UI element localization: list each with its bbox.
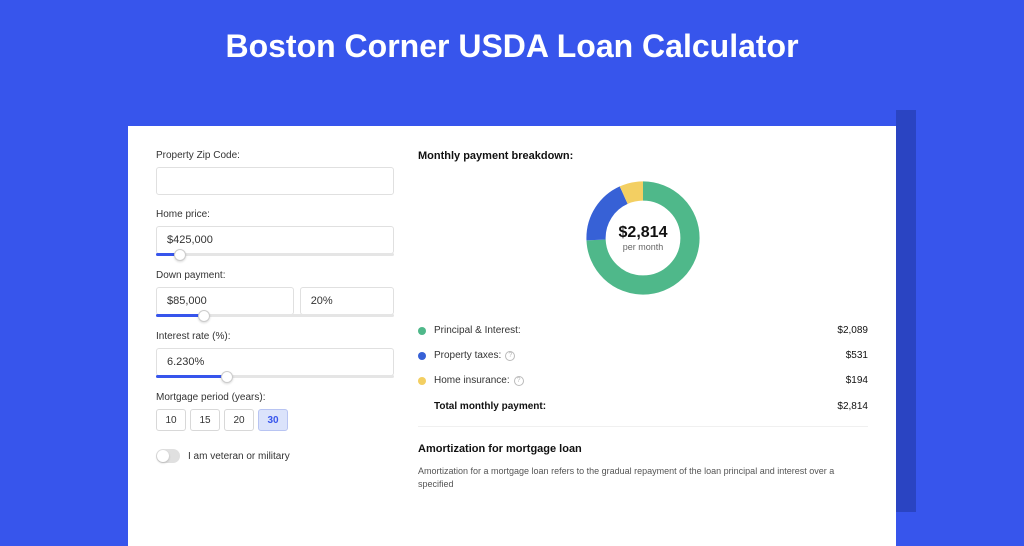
info-icon[interactable]: ? — [505, 351, 515, 361]
total-label: Total monthly payment: — [434, 401, 837, 412]
home-price-field: Home price: — [156, 209, 394, 256]
period-btn-20[interactable]: 20 — [224, 409, 254, 431]
legend-label: Principal & Interest: — [434, 325, 837, 336]
legend-row: Property taxes:?$531 — [418, 343, 868, 368]
total-row: Total monthly payment: $2,814 — [418, 393, 868, 427]
legend-row: Home insurance:?$194 — [418, 368, 868, 393]
down-payment-label: Down payment: — [156, 270, 394, 281]
home-price-slider[interactable] — [156, 253, 394, 256]
veteran-row: I am veteran or military — [156, 449, 394, 463]
zip-input[interactable] — [156, 167, 394, 195]
page-title: Boston Corner USDA Loan Calculator — [0, 0, 1024, 89]
period-label: Mortgage period (years): — [156, 392, 394, 403]
donut-sublabel: per month — [623, 242, 664, 252]
veteran-label: I am veteran or military — [188, 451, 290, 462]
interest-slider-thumb[interactable] — [221, 371, 233, 383]
period-btn-15[interactable]: 15 — [190, 409, 220, 431]
amortization-title: Amortization for mortgage loan — [418, 443, 868, 455]
donut-value: $2,814 — [619, 224, 668, 242]
zip-field: Property Zip Code: — [156, 150, 394, 195]
amortization-text: Amortization for a mortgage loan refers … — [418, 465, 868, 490]
home-price-slider-thumb[interactable] — [174, 249, 186, 261]
interest-slider[interactable] — [156, 375, 394, 378]
veteran-toggle[interactable] — [156, 449, 180, 463]
legend-dot — [418, 327, 426, 335]
legend-value: $194 — [846, 375, 868, 386]
legend-dot — [418, 352, 426, 360]
calculator-card: Property Zip Code: Home price: Down paym… — [128, 126, 896, 546]
period-btn-30[interactable]: 30 — [258, 409, 288, 431]
breakdown-column: Monthly payment breakdown: $2,814 per mo… — [418, 150, 868, 522]
down-payment-slider-thumb[interactable] — [198, 310, 210, 322]
info-icon[interactable]: ? — [514, 376, 524, 386]
interest-field: Interest rate (%): — [156, 331, 394, 378]
donut-chart: $2,814 per month — [418, 176, 868, 300]
zip-label: Property Zip Code: — [156, 150, 394, 161]
legend-value: $2,089 — [837, 325, 868, 336]
down-payment-field: Down payment: — [156, 270, 394, 317]
form-column: Property Zip Code: Home price: Down paym… — [156, 150, 394, 522]
home-price-input[interactable] — [156, 226, 394, 254]
legend-dot — [418, 377, 426, 385]
legend-label: Property taxes:? — [434, 350, 846, 361]
legend-value: $531 — [846, 350, 868, 361]
total-value: $2,814 — [837, 401, 868, 412]
down-payment-pct-input[interactable] — [300, 287, 394, 315]
down-payment-slider[interactable] — [156, 314, 394, 317]
card-shadow — [896, 110, 916, 512]
period-field: Mortgage period (years): 10152030 — [156, 392, 394, 431]
home-price-label: Home price: — [156, 209, 394, 220]
breakdown-title: Monthly payment breakdown: — [418, 150, 868, 162]
interest-input[interactable] — [156, 348, 394, 376]
period-btn-10[interactable]: 10 — [156, 409, 186, 431]
legend-row: Principal & Interest:$2,089 — [418, 318, 868, 343]
legend-label: Home insurance:? — [434, 375, 846, 386]
interest-label: Interest rate (%): — [156, 331, 394, 342]
down-payment-input[interactable] — [156, 287, 294, 315]
